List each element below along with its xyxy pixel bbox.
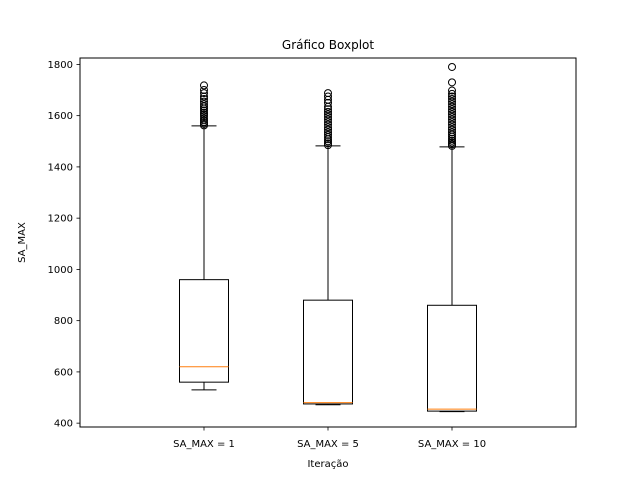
y-tick-label: 600 [54, 367, 73, 378]
outlier-point [324, 120, 332, 129]
x-tick-label: SA_MAX = 1 [173, 439, 235, 450]
outlier-point [200, 114, 208, 123]
chart-title: Gráfico Boxplot [282, 38, 374, 52]
y-tick-label: 1800 [48, 60, 73, 71]
outlier-point [448, 107, 456, 116]
x-tick-label: SA_MAX = 5 [297, 439, 359, 450]
outlier-point [448, 118, 456, 127]
outlier-point [324, 112, 332, 121]
outlier-point [448, 95, 456, 103]
outlier-point [448, 86, 456, 95]
outlier-point [200, 97, 208, 106]
outlier-point [324, 98, 332, 107]
box-iqr [427, 304, 477, 412]
outlier-point [200, 100, 208, 109]
outlier-point [448, 115, 456, 124]
outlier-point [448, 102, 456, 111]
outlier-point [200, 81, 208, 90]
y-axis-label: SA_MAX [17, 222, 28, 263]
outlier-point [324, 137, 332, 146]
outlier-point [448, 112, 456, 121]
outlier-point [448, 97, 456, 106]
plot-frame [79, 57, 577, 428]
outlier-point [324, 105, 332, 114]
outlier-point [200, 95, 208, 103]
outlier-point [448, 105, 456, 114]
outlier-point [200, 116, 208, 125]
x-axis: SA_MAX = 1 SA_MAX = 5 SA_MAX = 10 [173, 427, 486, 450]
outlier-point [448, 62, 456, 71]
x-tick-label: SA_MAX = 10 [418, 439, 486, 450]
outlier-point [200, 106, 208, 115]
outlier-point [324, 123, 332, 132]
outlier-point [324, 118, 332, 127]
y-tick-label: 1600 [48, 111, 73, 122]
outlier-point [324, 110, 332, 119]
outlier-point [200, 89, 208, 98]
outlier-point [448, 120, 456, 129]
outlier-point [324, 128, 332, 137]
outlier-point [448, 100, 456, 109]
outlier-point [324, 115, 332, 124]
outlier-point [200, 92, 208, 101]
outlier-point [448, 92, 456, 101]
y-tick-label: 1400 [48, 162, 73, 173]
outlier-point [324, 125, 332, 134]
box-group [303, 89, 353, 406]
outlier-point [448, 78, 456, 87]
outlier-point [324, 107, 332, 116]
outlier-point [324, 139, 332, 148]
y-tick-label: 1000 [48, 265, 73, 276]
box-group [427, 62, 477, 413]
outlier-point [200, 86, 208, 95]
outlier-point [200, 108, 208, 117]
y-axis: 400 600 800 1000 1200 1400 1600 1800 [48, 60, 80, 430]
boxplot-marks [179, 62, 477, 413]
y-tick-label: 800 [54, 316, 73, 327]
box-iqr [179, 279, 229, 383]
outlier-point [324, 130, 332, 139]
outlier-point [324, 92, 332, 101]
outlier-point [448, 110, 456, 119]
outlier-point [448, 125, 456, 134]
outlier-point [448, 128, 456, 137]
y-tick-label: 1200 [48, 214, 73, 225]
outlier-point [448, 136, 456, 145]
box-group [179, 81, 229, 391]
outlier-point [448, 89, 456, 98]
outlier-point [448, 123, 456, 132]
y-tick-label: 400 [54, 419, 73, 430]
box-iqr [303, 299, 353, 405]
outlier-point [324, 89, 332, 98]
x-axis-label: Iteração [307, 459, 348, 470]
outlier-point [448, 134, 456, 143]
